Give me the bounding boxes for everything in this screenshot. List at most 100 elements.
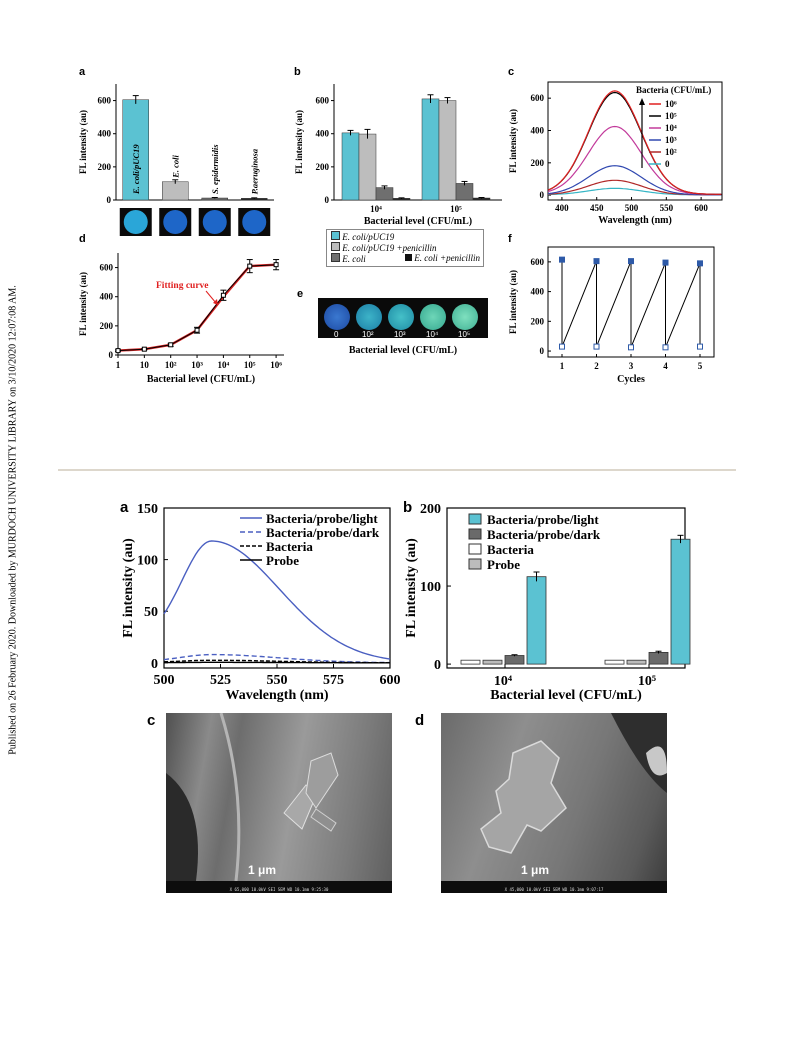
legend-label: 0 xyxy=(665,159,670,169)
download-side-note: Published on 26 February 2020. Downloade… xyxy=(6,30,20,1010)
legend-item: E. coli/pUC19 +penicillin xyxy=(331,242,437,254)
legend-swatch xyxy=(468,558,482,570)
legend-swatch xyxy=(468,543,482,555)
panel-label-top-d: d xyxy=(79,233,86,245)
panel-label-top-b: b xyxy=(294,66,301,78)
bar xyxy=(648,651,669,665)
x-axis-label: Bacterial level (CFU/mL) xyxy=(364,216,472,227)
x-tick-label: 500 xyxy=(154,673,175,688)
series-line xyxy=(163,653,390,664)
x-tick-label: 10⁴ xyxy=(494,674,513,689)
well-4 xyxy=(452,304,478,330)
legend-label: Probe xyxy=(266,553,299,568)
x-tick-label: 400 xyxy=(555,203,569,213)
legend-label: E. coli/pUC19 +penicillin xyxy=(342,243,437,253)
fitting-curve-label: Fitting curve xyxy=(156,281,209,291)
data-point xyxy=(168,342,174,348)
y-axis-label: FL intensity (au) xyxy=(78,110,88,174)
plot-frame xyxy=(547,81,723,201)
y-tick-label: 200 xyxy=(531,316,545,326)
x-tick-label: 525 xyxy=(210,673,231,688)
y-axis-label: FL intensity (au) xyxy=(121,538,136,638)
legend-label: 10⁴ xyxy=(665,123,677,133)
y-tick-label: 100 xyxy=(420,580,441,595)
x-tick-label: 10⁵ xyxy=(450,204,462,214)
data-line xyxy=(117,264,277,352)
bar xyxy=(504,655,525,665)
y-tick-label: 0 xyxy=(540,190,545,200)
y-tick-label: 600 xyxy=(98,96,112,106)
well-label: 0 xyxy=(334,330,339,339)
bar xyxy=(626,659,647,665)
bar xyxy=(604,659,625,665)
y-tick-label: 600 xyxy=(531,93,545,103)
data-point xyxy=(220,292,226,298)
fitting-arrow xyxy=(205,290,217,304)
y-tick-label: 0 xyxy=(434,658,441,673)
category-label: E. coli xyxy=(170,154,180,178)
bar xyxy=(162,181,189,201)
x-axis-label: Cycles xyxy=(617,374,645,385)
y-tick-label: 0 xyxy=(540,346,545,356)
panel-label-top-c: c xyxy=(508,66,515,78)
sem-texture-d xyxy=(480,713,667,854)
legend-label: Bacteria xyxy=(487,542,534,557)
bar xyxy=(455,183,474,201)
legend-label: E. coli/pUC19 xyxy=(342,232,395,242)
chart-bottom-a: 0 50 100 150 500 525 550 575 600 Wavelength (nm) F… xyxy=(121,502,401,703)
data-point xyxy=(247,263,253,269)
colony-image-spot xyxy=(202,210,227,234)
legend-item: E. coli/pUC19 xyxy=(331,231,394,243)
legend-label: Bacteria xyxy=(266,539,313,554)
well-3 xyxy=(420,304,446,330)
high-point xyxy=(662,259,669,266)
chart-top-a: 0 200 400 600 FL intensity (au) E. coli/pUC19… xyxy=(78,84,274,236)
data-point xyxy=(194,327,200,333)
bar xyxy=(122,99,149,201)
cycle-line xyxy=(561,259,701,348)
low-point xyxy=(662,344,669,351)
category-label: P.aeruginosa xyxy=(249,148,259,194)
high-point xyxy=(628,258,634,265)
y-axis-label: FL intensity (au) xyxy=(404,538,419,638)
sem-image-d: 1 μm X 45,000 10.0kV SEI SEM WD 10.1mm 9… xyxy=(441,713,667,893)
x-tick-label: 575 xyxy=(323,673,344,688)
well-label: 10² xyxy=(362,330,374,339)
colony-image-spot xyxy=(242,210,267,234)
series-line xyxy=(164,661,390,664)
scale-bar-label-c: 1 μm xyxy=(248,863,277,877)
legend-label: Bacteria/probe/dark xyxy=(266,525,380,540)
bar xyxy=(358,133,377,201)
high-point xyxy=(593,258,600,265)
well-label: 10⁴ xyxy=(426,330,439,339)
x-tick-label: 10⁵ xyxy=(638,674,656,689)
well-label: 10³ xyxy=(394,330,406,339)
y-tick-label: 400 xyxy=(531,287,545,297)
panel-label-top-f: f xyxy=(508,233,512,245)
bar xyxy=(460,659,481,665)
panel-label-bottom-d: d xyxy=(415,712,425,729)
x-tick-label: 500 xyxy=(625,203,639,213)
sem-info-strip-c xyxy=(166,881,392,893)
sem-info-strip-d xyxy=(441,881,667,893)
legend-item: E. coli +penicillin xyxy=(405,253,480,264)
x-axis-label: Wavelength (nm) xyxy=(598,215,672,226)
data-point xyxy=(141,346,147,352)
well-axis-label: Bacterial level (CFU/mL) xyxy=(348,345,458,356)
y-tick-label: 0 xyxy=(325,195,330,205)
x-tick-label: 2 xyxy=(594,361,599,371)
bar xyxy=(375,187,394,201)
bar xyxy=(438,100,457,201)
x-tick-label: 10 xyxy=(140,360,150,370)
x-tick-label: 1 xyxy=(560,361,565,371)
x-tick-label: 10² xyxy=(165,360,177,370)
panel-label-top-e: e xyxy=(297,288,304,300)
sem-texture-c xyxy=(166,713,339,881)
y-axis-label: FL intensity (au) xyxy=(78,272,88,336)
legend-label: 10⁵ xyxy=(665,111,677,121)
y-tick-label: 50 xyxy=(144,605,158,620)
legend-label: E. coli +penicillin xyxy=(414,253,481,263)
y-tick-label: 200 xyxy=(98,162,112,172)
legend-label: E. coli xyxy=(342,254,366,264)
